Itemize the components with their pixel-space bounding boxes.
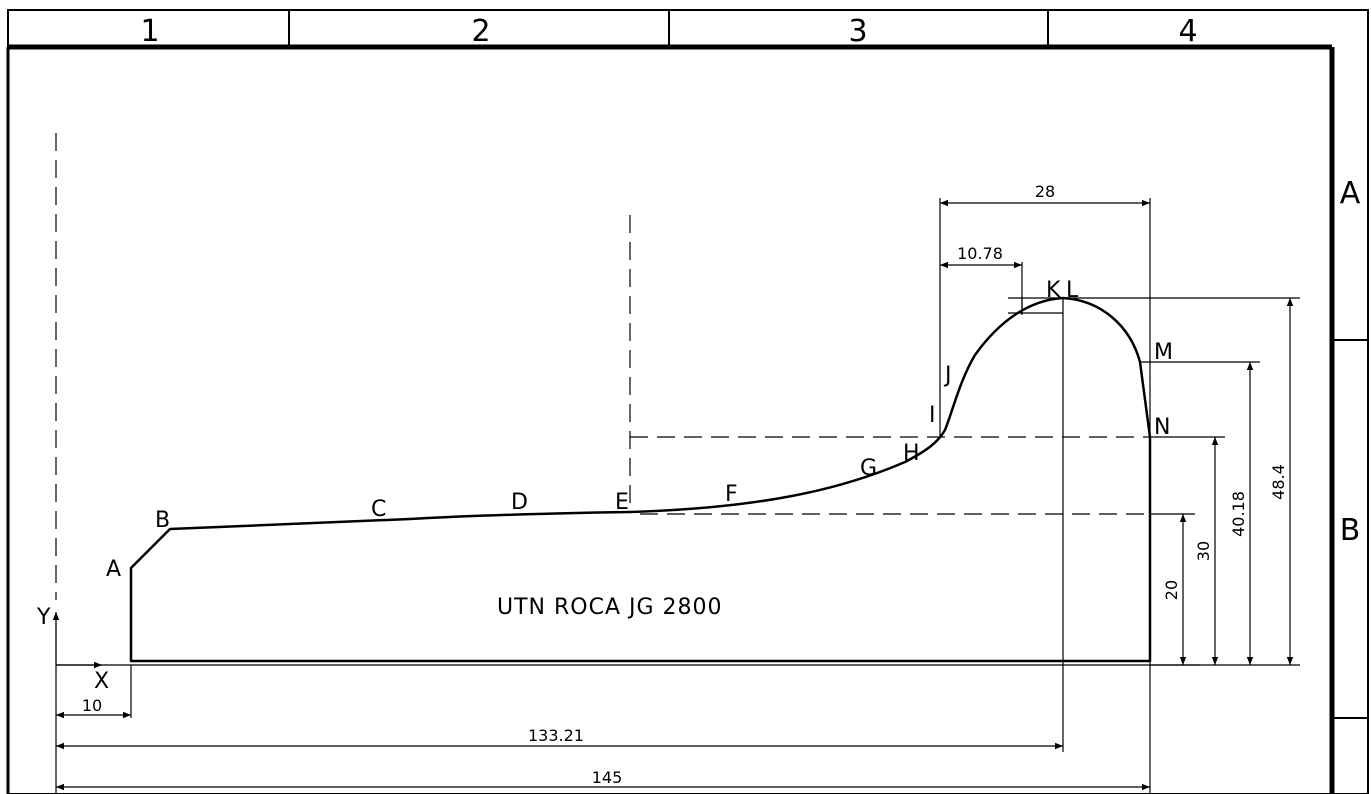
dim-30: 30 xyxy=(1194,541,1213,561)
dim-133-21: 133.21 xyxy=(528,726,584,745)
dimension-lines xyxy=(55,198,1300,794)
point-label-a: A xyxy=(106,557,121,582)
point-label-i: I xyxy=(929,403,936,428)
zone-col-3: 3 xyxy=(848,14,867,49)
dim-40-18: 40.18 xyxy=(1229,491,1248,537)
dim-48-4: 48.4 xyxy=(1269,464,1288,500)
point-labels: A B C D E F G H I J K L M N xyxy=(106,278,1173,582)
axis-label-x: X xyxy=(94,669,109,694)
coordinate-axes xyxy=(52,612,102,669)
point-label-c: C xyxy=(371,497,386,522)
point-label-m: M xyxy=(1154,340,1173,365)
sheet-frame xyxy=(6,9,1369,794)
point-label-e: E xyxy=(615,490,629,515)
zone-row-a: A xyxy=(1340,176,1361,211)
point-label-n: N xyxy=(1154,415,1170,440)
dim-10: 10 xyxy=(82,696,102,715)
point-label-l: L xyxy=(1066,278,1079,303)
part-caption: UTN ROCA JG 2800 xyxy=(497,595,723,620)
dim-20: 20 xyxy=(1162,580,1181,600)
zone-col-2: 2 xyxy=(471,14,490,49)
dim-28: 28 xyxy=(1035,182,1055,201)
point-label-h: H xyxy=(903,441,920,466)
point-label-f: F xyxy=(725,482,738,507)
axis-label-y: Y xyxy=(36,605,51,630)
dim-145: 145 xyxy=(592,768,623,787)
point-label-d: D xyxy=(511,490,528,515)
zone-row-b: B xyxy=(1340,513,1361,548)
point-label-g: G xyxy=(860,456,877,481)
point-label-k: K xyxy=(1046,278,1061,303)
point-label-j: J xyxy=(943,363,952,388)
zone-col-4: 4 xyxy=(1178,14,1197,49)
dim-10-78: 10.78 xyxy=(957,244,1003,263)
point-label-b: B xyxy=(155,508,170,533)
zone-col-1: 1 xyxy=(140,14,159,49)
